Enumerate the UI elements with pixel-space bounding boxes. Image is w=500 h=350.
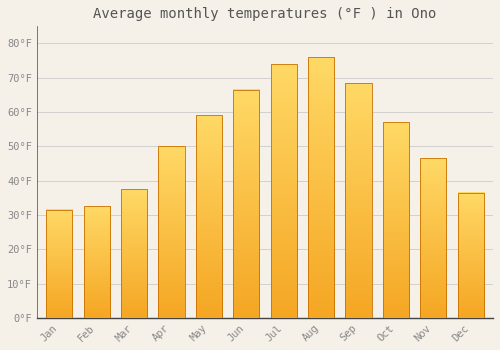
Bar [84,206,110,318]
Bar [233,90,260,318]
Bar [158,146,184,318]
Bar [46,210,72,318]
Title: Average monthly temperatures (°F ) in Ono: Average monthly temperatures (°F ) in On… [93,7,436,21]
Bar [420,158,446,318]
Bar [458,193,483,318]
Bar [196,116,222,318]
Bar [233,90,260,318]
Bar [308,57,334,318]
Bar [196,116,222,318]
Bar [121,189,147,318]
Bar [420,158,446,318]
Bar [308,57,334,318]
Bar [346,83,372,318]
Bar [46,210,72,318]
Bar [270,64,296,318]
Bar [158,146,184,318]
Bar [382,122,409,318]
Bar [458,193,483,318]
Bar [382,122,409,318]
Bar [270,64,296,318]
Bar [84,206,110,318]
Bar [121,189,147,318]
Bar [346,83,372,318]
